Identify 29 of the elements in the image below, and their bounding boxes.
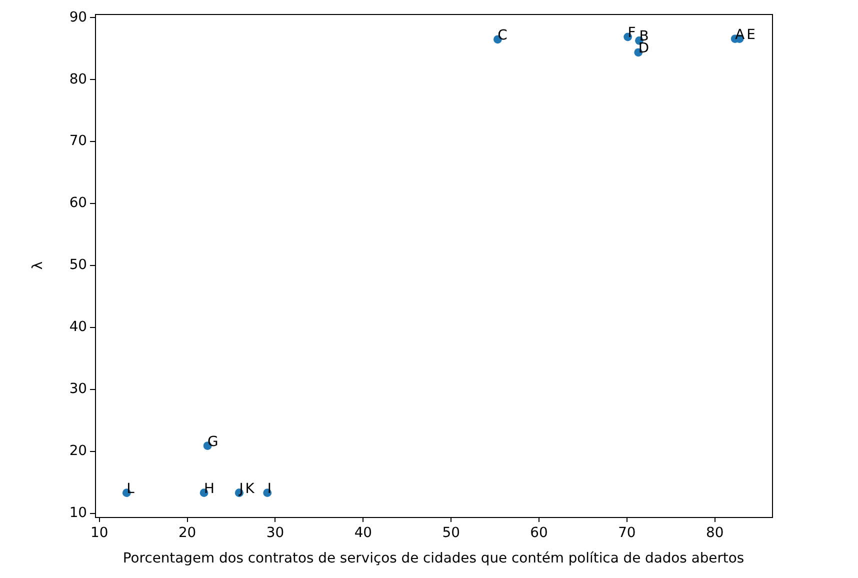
x-tick-label: 20 [178,524,196,541]
data-label: A [735,26,746,43]
x-tick-label: 50 [442,524,460,541]
x-tick-label: 60 [530,524,548,541]
data-label: I [267,480,272,497]
y-tick-label: 60 [69,195,87,212]
y-tick-label: 70 [69,133,87,150]
x-tick-label: 40 [354,524,372,541]
x-tick-label: 10 [90,524,108,541]
y-tick-label: 10 [69,504,87,521]
data-label: L [126,480,135,497]
x-tick-label: 30 [266,524,284,541]
x-axis-title: Porcentagem dos contratos de serviços de cidades que contém política de dados abertos [122,550,744,566]
x-tick-label: 80 [706,524,724,541]
y-tick-label: 30 [69,381,87,397]
data-label: G [208,434,218,450]
y-tick-label: 80 [69,71,87,88]
data-label: E [746,26,756,43]
y-axis-title: λ [30,261,46,270]
y-tick-label: 50 [69,257,87,274]
data-label: H [204,480,214,497]
y-tick-label: 20 [69,442,87,459]
y-tick-label: 40 [69,319,87,336]
x-tick-label: 70 [618,524,636,541]
data-label: K [245,480,256,497]
y-tick-label: 90 [69,9,87,26]
data-label: F [628,24,636,41]
data-label: C [498,27,508,44]
data-label: D [638,40,650,56]
